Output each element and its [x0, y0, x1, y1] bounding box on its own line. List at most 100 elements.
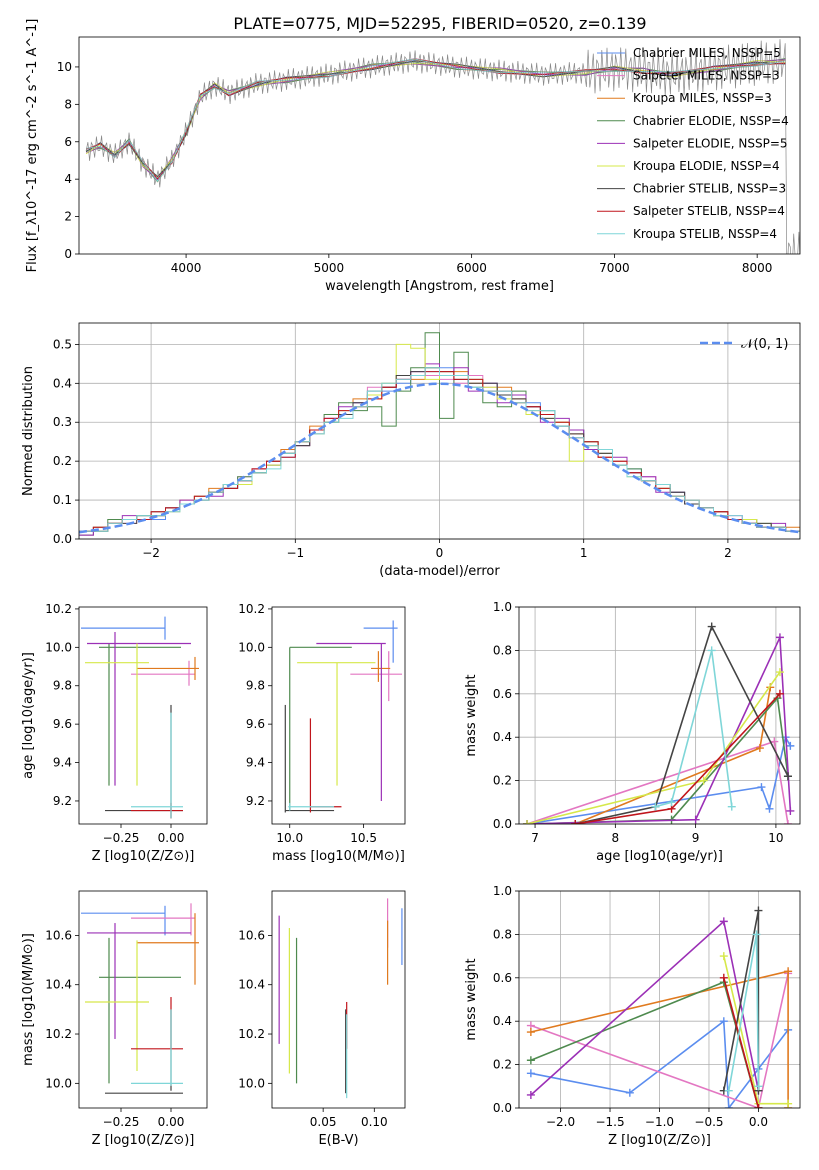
- y-tick-label: 0: [64, 247, 72, 261]
- series-marker-salpeter_elodie: [786, 806, 795, 815]
- legend-entry: Kroupa STELIB, NSSP=4: [633, 227, 777, 241]
- x-axis-label: mass [log10(M/M⊙)]: [272, 849, 405, 864]
- plot-area-mass_vs_ebv: [278, 898, 403, 1099]
- y-tick-label: 0.8: [493, 927, 512, 941]
- x-tick-label: −2: [142, 546, 160, 560]
- plot-area-age_vs_Z: [81, 616, 199, 819]
- series-marker-salpeter_elodie: [526, 1090, 535, 1099]
- series-line-kroupa_stelib: [655, 650, 733, 808]
- y-tick-label: 10.6: [45, 928, 72, 942]
- legend: Chabrier MILES, NSSP=5 Salpeter MILES, NS…: [597, 46, 789, 241]
- series-marker-kroupa_miles: [784, 967, 793, 976]
- x-tick-label: 1: [580, 546, 588, 560]
- series-marker-kroupa_elodie: [719, 952, 728, 961]
- x-tick-label: 8000: [742, 261, 773, 275]
- series-line-salpeter_stelib: [723, 977, 760, 1108]
- series-marker-salpeter_stelib: [775, 689, 784, 698]
- series-line-salpeter_elodie: [530, 919, 760, 1096]
- series-marker-chabrier_stelib: [707, 622, 716, 631]
- series-marker-chabrier_miles: [526, 1069, 535, 1078]
- y-tick-label: 6: [64, 135, 72, 149]
- y-tick-label: 1.0: [493, 884, 512, 898]
- x-tick-label: 6000: [456, 261, 487, 275]
- chart-mass_vs_ebv: 0.05 0.10 10.0 10.2 10.4 10.6 E(B-V): [238, 890, 406, 1148]
- series-marker-kroupa_stelib: [667, 798, 676, 807]
- series-marker-chabrier_stelib: [754, 906, 763, 915]
- x-tick-label: −1.5: [595, 1115, 624, 1129]
- y-tick-label: 10.0: [238, 640, 265, 654]
- plot-area-mass_vs_Z: [81, 903, 199, 1094]
- series-marker-salpeter_elodie: [719, 917, 728, 926]
- y-tick-label: 9.2: [246, 794, 265, 808]
- series-marker-chabrier_miles: [786, 741, 795, 750]
- x-tick-label: 9: [692, 831, 700, 845]
- y-tick-label: 0.8: [493, 643, 512, 657]
- series-marker-kroupa_miles: [526, 1028, 535, 1037]
- x-axis-label: Z [log10(Z/Z⊙)]: [92, 1133, 195, 1148]
- y-tick-label: 10.0: [45, 1076, 72, 1090]
- axes-frame: [78, 606, 208, 825]
- y-tick-label: 0.4: [493, 730, 512, 744]
- x-tick-label: −0.25: [103, 1115, 140, 1129]
- legend-entry: Salpeter MILES, NSSP=3: [633, 69, 780, 83]
- y-tick-label: 0.4: [53, 376, 72, 390]
- hist-kroupa_stelib: [79, 367, 800, 539]
- series-marker-kroupa_elodie: [784, 1099, 793, 1108]
- y-tick-label: 0.0: [53, 532, 72, 546]
- normal-reference-curve: [79, 382, 800, 534]
- x-axis-label: E(B-V): [318, 1133, 358, 1148]
- chart-age_vs_mass: 10.0 10.5 9.2 9.4 9.6 9.8 10.0 10.2 mass [log10(…: [238, 602, 406, 864]
- chart-massweight_vs_age: 7 8 9 10 0.0 0.2 0.4 0.6 0.8 1.0 age [log10(age/yr…: [464, 600, 801, 864]
- x-tick-label: −0.5: [694, 1115, 723, 1129]
- axes-frame: [78, 322, 801, 540]
- y-tick-label: 10.2: [238, 602, 265, 616]
- x-tick-label: 10: [768, 831, 783, 845]
- series-marker-salpeter_elodie: [775, 633, 784, 642]
- y-tick-label: 0.6: [493, 687, 512, 701]
- y-tick-label: 1.0: [493, 600, 512, 614]
- y-tick-label: 0.3: [53, 415, 72, 429]
- x-tick-label: 0.0: [749, 1115, 768, 1129]
- y-axis-label: Normed distribution: [21, 366, 36, 496]
- y-tick-label: 0.2: [493, 774, 512, 788]
- legend-entry: Salpeter ELODIE, NSSP=5: [633, 136, 788, 150]
- series-marker-kroupa_stelib: [707, 646, 716, 655]
- legend-entry: Chabrier ELODIE, NSSP=4: [633, 114, 789, 128]
- series-marker-kroupa_elodie: [523, 820, 532, 824]
- y-tick-label: 0.5: [53, 337, 72, 351]
- x-tick-label: 0.00: [158, 831, 185, 845]
- y-tick-label: 0.4: [493, 1014, 512, 1028]
- series-marker-salpeter_stelib: [754, 1104, 763, 1108]
- series-marker-kroupa_elodie: [775, 668, 784, 677]
- series-marker-kroupa_miles: [755, 744, 764, 753]
- series-marker-chabrier_miles: [724, 1104, 733, 1108]
- y-tick-label: 10: [57, 60, 72, 74]
- axes-frame: [271, 606, 406, 825]
- chart-spectrum: 4000 5000 6000 7000 8000 0 2 4 6 8 10 wavelength [A…: [25, 19, 801, 294]
- series-marker-salpeter_stelib: [571, 820, 580, 824]
- y-tick-label: 10.4: [45, 978, 72, 992]
- x-tick-label: 0.00: [158, 1115, 185, 1129]
- x-axis-label: (data-model)/error: [379, 564, 500, 579]
- y-tick-label: 0.0: [493, 1101, 512, 1115]
- x-axis-label: wavelength [Angstrom, rest frame]: [325, 279, 554, 294]
- axes-frame: [518, 606, 801, 825]
- x-tick-label: 8: [612, 831, 620, 845]
- x-tick-label: −1: [286, 546, 304, 560]
- y-tick-label: 0.2: [53, 454, 72, 468]
- x-tick-label: −1.0: [645, 1115, 674, 1129]
- x-axis-label: age [log10(age/yr)]: [596, 849, 723, 864]
- x-tick-label: 0.05: [310, 1115, 337, 1129]
- y-tick-label: 4: [64, 172, 72, 186]
- y-tick-label: 9.6: [246, 717, 265, 731]
- chart-mass_vs_Z: −0.25 0.00 10.0 10.2 10.4 10.6 Z [log10(Z/Z⊙)]…: [21, 890, 208, 1148]
- axes-frame: [518, 890, 801, 1109]
- series-marker-salpeter_elodie: [691, 815, 700, 824]
- y-tick-label: 0.6: [493, 971, 512, 985]
- y-tick-label: 2: [64, 210, 72, 224]
- y-tick-label: 10.2: [238, 1027, 265, 1041]
- y-tick-label: 0.0: [493, 817, 512, 831]
- series-marker-chabrier_miles: [765, 804, 774, 813]
- plot-area-age_vs_mass: [284, 620, 403, 813]
